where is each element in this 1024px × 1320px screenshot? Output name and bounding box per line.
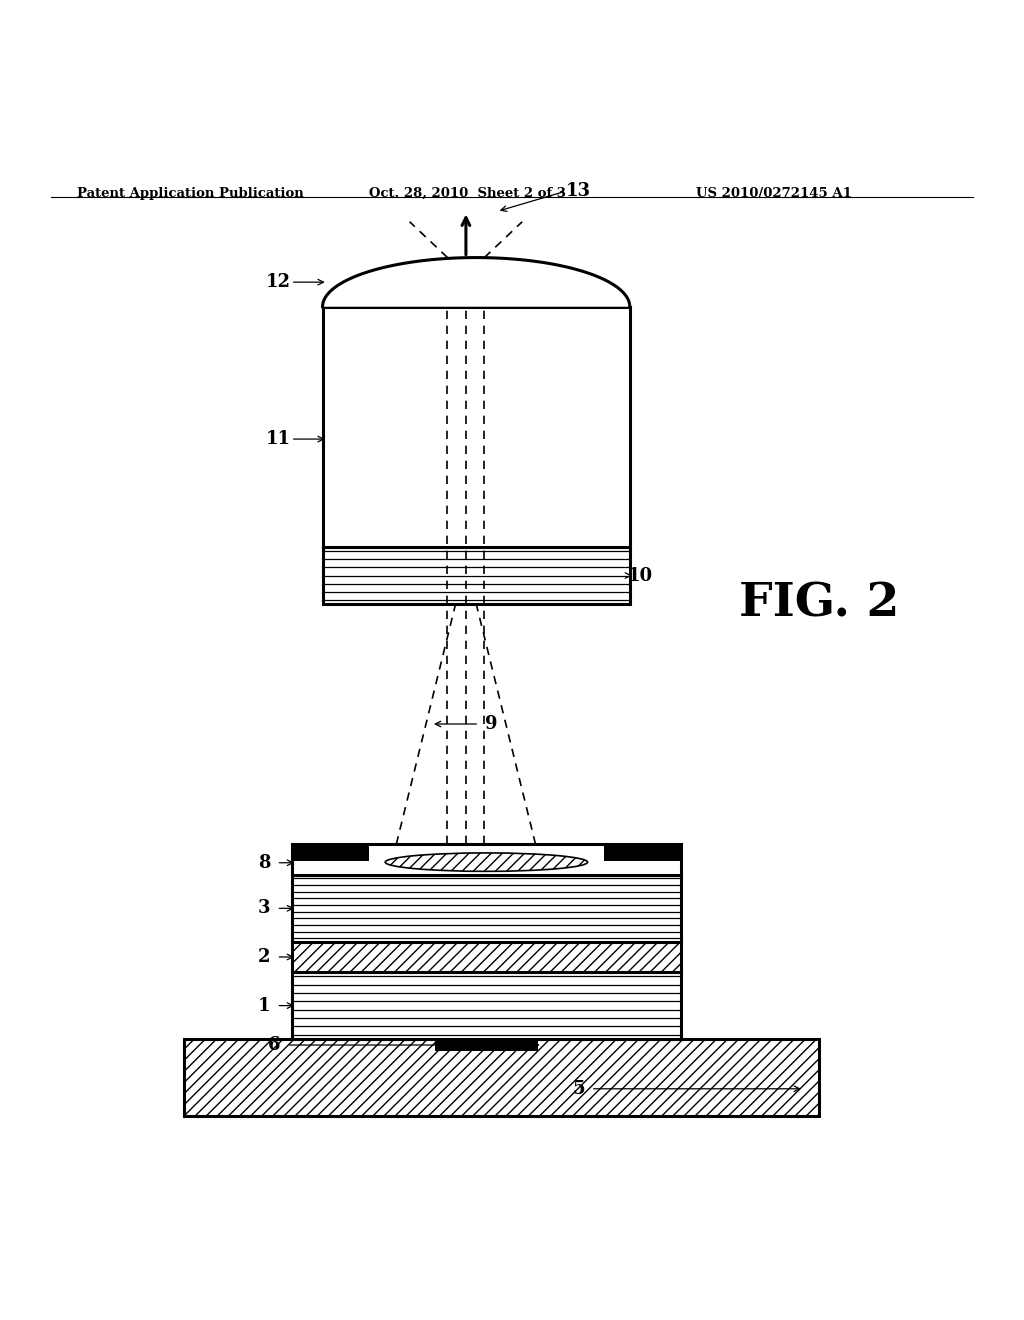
Bar xyxy=(292,845,369,861)
Text: 1: 1 xyxy=(258,997,270,1015)
Bar xyxy=(184,1039,819,1115)
Text: 2: 2 xyxy=(258,948,270,966)
Ellipse shape xyxy=(385,853,588,871)
Text: 11: 11 xyxy=(266,430,291,447)
Text: 10: 10 xyxy=(628,566,652,585)
Text: Oct. 28, 2010  Sheet 2 of 3: Oct. 28, 2010 Sheet 2 of 3 xyxy=(369,187,565,199)
Bar xyxy=(184,1039,819,1115)
Bar xyxy=(292,941,681,973)
Text: Patent Application Publication: Patent Application Publication xyxy=(77,187,303,199)
Text: 9: 9 xyxy=(485,715,498,733)
Text: 3: 3 xyxy=(258,899,270,917)
Text: 6: 6 xyxy=(616,843,629,862)
Text: 13: 13 xyxy=(566,182,591,201)
Bar xyxy=(292,875,681,941)
Text: FIG. 2: FIG. 2 xyxy=(739,581,899,627)
Bar xyxy=(323,306,630,548)
Bar xyxy=(292,973,681,1039)
Text: US 2010/0272145 A1: US 2010/0272145 A1 xyxy=(696,187,852,199)
Bar xyxy=(604,845,681,861)
Text: 8: 8 xyxy=(258,854,270,871)
Text: 5: 5 xyxy=(572,1080,585,1098)
Bar xyxy=(323,548,630,603)
Polygon shape xyxy=(323,257,630,306)
Bar xyxy=(435,1039,538,1051)
Text: 6: 6 xyxy=(268,1036,281,1055)
Bar xyxy=(292,941,681,973)
Text: 12: 12 xyxy=(266,273,291,292)
Bar xyxy=(292,845,681,875)
